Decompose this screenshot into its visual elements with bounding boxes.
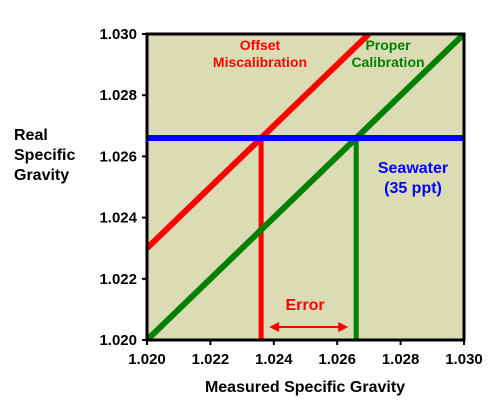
proper-annotation-line: Calibration: [351, 54, 424, 70]
axis-ticks: 1.020 1.022 1.024 1.026 1.028 1.030 1.020 1.022…: [99, 26, 482, 368]
x-tick-label: 1.030: [445, 351, 483, 368]
seawater-annotation-line: Seawater: [378, 160, 448, 177]
seawater-annotation-line: (35 ppt): [384, 180, 442, 197]
series-lines: [147, 34, 464, 340]
y-axis-title: Real Specific Gravity: [14, 127, 80, 184]
plot-frame: [145, 32, 466, 342]
error-annotation-line: Error: [285, 297, 324, 314]
x-axis-title: Measured Specific Gravity: [205, 379, 405, 396]
x-tick-label: 1.022: [192, 351, 230, 368]
offset-annotation-line: Miscalibration: [213, 54, 307, 70]
y-tick-label: 1.024: [99, 210, 137, 227]
reference-lines: [258, 138, 359, 340]
proper-annotation-line: Proper: [365, 37, 411, 53]
y-axis-title-line: Real: [14, 127, 48, 144]
x-tick-label: 1.028: [382, 351, 420, 368]
proper-annotation: Proper Calibration: [351, 37, 424, 70]
x-tick-label: 1.020: [128, 351, 166, 368]
y-tick-label: 1.026: [99, 148, 137, 165]
y-tick-label: 1.030: [99, 26, 137, 43]
error-annotation: Error: [285, 297, 324, 314]
error-arrowhead-left: [269, 322, 280, 332]
y-axis-title-line: Specific: [14, 147, 75, 164]
offset-series-line: [147, 34, 371, 251]
seawater-annotation: Seawater (35 ppt): [378, 160, 448, 197]
proper-series-line: [147, 34, 464, 340]
error-arrowhead-right: [338, 322, 349, 332]
y-tick-label: 1.022: [99, 271, 137, 288]
x-tick-label: 1.026: [318, 351, 356, 368]
annotations: Offset Miscalibration Proper Calibration Sea…: [213, 37, 448, 332]
y-tick-label: 1.020: [99, 332, 137, 349]
offset-annotation-line: Offset: [240, 37, 281, 53]
y-tick-label: 1.028: [99, 87, 137, 104]
y-axis-title-line: Gravity: [14, 167, 69, 184]
offset-annotation: Offset Miscalibration: [213, 37, 307, 70]
x-tick-label: 1.024: [255, 351, 293, 368]
